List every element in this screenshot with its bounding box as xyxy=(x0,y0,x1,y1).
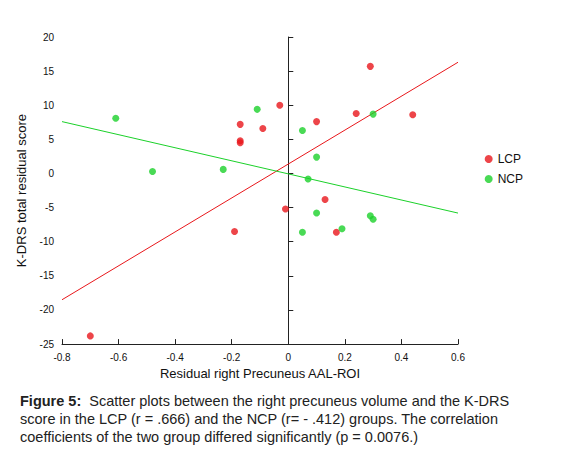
svg-text:-0.8: -0.8 xyxy=(53,352,71,363)
svg-text:-15: -15 xyxy=(40,270,55,281)
svg-text:0.6: 0.6 xyxy=(451,352,465,363)
svg-text:K-DRS total residual score: K-DRS total residual score xyxy=(14,114,29,267)
svg-text:-0.2: -0.2 xyxy=(223,352,241,363)
svg-text:15: 15 xyxy=(43,66,55,77)
svg-text:-0.4: -0.4 xyxy=(167,352,185,363)
html-text:Scatter plots between the righ: Scatter plots between the right precuneu… xyxy=(20,393,510,445)
svg-text:LCP: LCP xyxy=(498,152,521,166)
svg-text:NCP: NCP xyxy=(498,172,523,186)
svg-text:Residual right Precuneus AAL-R: Residual right Precuneus AAL-ROI xyxy=(160,366,360,381)
svg-text:0.2: 0.2 xyxy=(338,352,352,363)
html-text:Figure 5:: Figure 5: xyxy=(20,393,82,409)
svg-text:0: 0 xyxy=(48,168,54,179)
svg-text:-20: -20 xyxy=(40,304,55,315)
svg-text:-0.6: -0.6 xyxy=(110,352,128,363)
svg-text:20: 20 xyxy=(43,32,55,43)
svg-text:5: 5 xyxy=(48,134,54,145)
svg-text:0: 0 xyxy=(286,352,292,363)
svg-text:10: 10 xyxy=(43,100,55,111)
svg-text:-25: -25 xyxy=(40,339,55,350)
svg-text:0.4: 0.4 xyxy=(394,352,408,363)
svg-text:-5: -5 xyxy=(45,202,54,213)
svg-text:-10: -10 xyxy=(40,236,55,247)
